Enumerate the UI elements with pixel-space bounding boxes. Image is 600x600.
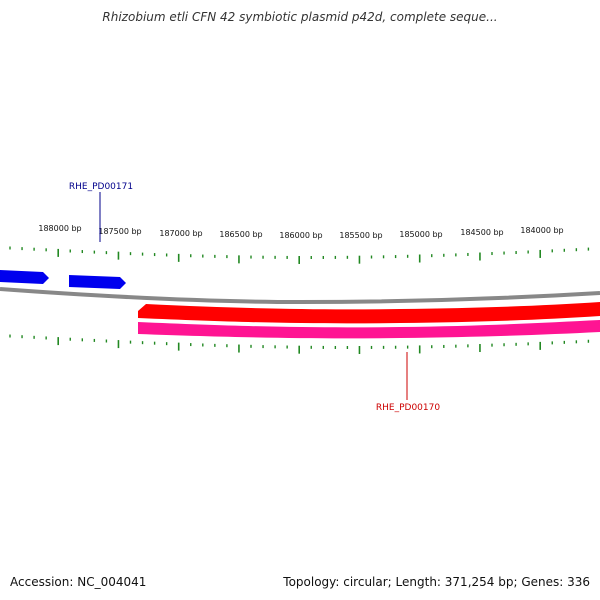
upper-tick-ruler: [9, 246, 590, 264]
gene-arrow[interactable]: [69, 275, 126, 289]
gene-label-text: RHE_PD00170: [376, 403, 440, 413]
gene-arrow[interactable]: [138, 320, 600, 339]
tick-label: 184500 bp: [460, 228, 503, 237]
sequence-title: Rhizobium etli CFN 42 symbiotic plasmid …: [102, 10, 498, 24]
tick-label: 185500 bp: [339, 231, 382, 240]
gene-label-reverse[interactable]: RHE_PD00170: [376, 352, 440, 413]
gene-arrow[interactable]: [138, 302, 600, 324]
tick-label: 184000 bp: [520, 226, 563, 235]
tick-label: 187000 bp: [159, 229, 202, 238]
lower-tick-ruler: [9, 334, 590, 354]
tick-label: 186000 bp: [279, 231, 322, 240]
tick-label: 185000 bp: [399, 230, 442, 239]
tick-label: 188000 bp: [38, 224, 81, 233]
gene-label-text: RHE_PD00171: [69, 182, 133, 192]
accession-text: Accession: NC_004041: [10, 575, 147, 589]
tick-label: 186500 bp: [219, 230, 262, 239]
plasmid-backbone: [0, 287, 600, 305]
gene-arrow[interactable]: [0, 270, 49, 284]
tick-label: 187500 bp: [98, 227, 141, 236]
sequence-info-text: Topology: circular; Length: 371,254 bp; …: [283, 575, 590, 589]
tick-labels: 188000 bp 187500 bp 187000 bp 186500 bp …: [38, 224, 563, 240]
forward-strand-genes: [0, 270, 126, 289]
reverse-strand-genes: [138, 302, 600, 339]
gene-label-forward[interactable]: RHE_PD00171: [69, 182, 133, 242]
